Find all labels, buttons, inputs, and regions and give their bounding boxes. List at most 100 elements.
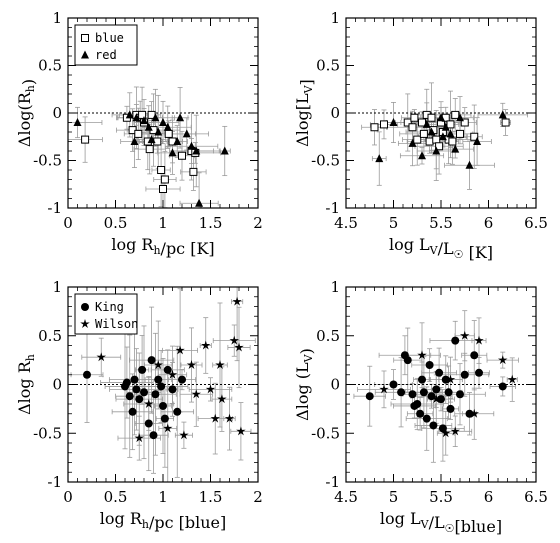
data-point-blue (446, 120, 455, 129)
data-point-king (122, 378, 131, 387)
data-point-king (465, 409, 474, 418)
data-point-blue (153, 137, 162, 146)
series-king (365, 336, 507, 433)
error-bars (70, 287, 256, 482)
y-tick-label: 1 (52, 9, 62, 27)
data-point-blue (81, 135, 90, 144)
data-point-king (408, 390, 417, 399)
y-tick-label: -0.5 (311, 424, 340, 442)
data-point-king (154, 375, 163, 384)
x-axis-label: log Rh/pc [K] (111, 235, 214, 258)
data-point-wilson (167, 369, 178, 379)
data-point-king (138, 365, 147, 374)
y-tick-label: -1 (325, 473, 340, 491)
data-point-blue (380, 120, 388, 129)
data-point-red (432, 146, 441, 155)
data-point-king (83, 370, 91, 379)
x-axis-label: log LV/L☉[blue] (380, 509, 502, 536)
data-point-blue (413, 135, 422, 144)
data-point-king (425, 361, 434, 369)
legend-label-king: King (95, 300, 124, 314)
data-point-blue (470, 132, 479, 141)
panel-4: 4.5 5 5.5 6 6.5 -1 -0.5 0 0.5 1 log LV/L☉[blue] Δlo… (293, 278, 548, 536)
data-point-king (475, 368, 483, 377)
data-point-wilson (232, 296, 242, 306)
data-point-blue (410, 113, 419, 122)
data-point-wilson (175, 345, 185, 355)
data-point-blue (138, 110, 147, 119)
data-point-king (160, 414, 169, 423)
y-tick-label: 0.5 (316, 327, 340, 345)
data-point-king (446, 404, 455, 413)
data-point-wilson (224, 413, 235, 423)
data-point-red (192, 146, 201, 155)
data-point-wilson (474, 335, 484, 345)
data-point-wilson (143, 399, 154, 409)
y-tick-label: -1 (325, 199, 340, 217)
legend-marker-blue (81, 34, 89, 42)
data-point-red (187, 141, 196, 150)
data-point-red (151, 113, 160, 122)
y-tick-label: -0.5 (33, 424, 62, 442)
data-point-red (473, 137, 482, 145)
data-point-wilson (236, 426, 246, 436)
legend-label-blue: blue (95, 31, 124, 45)
data-point-wilson (469, 408, 480, 418)
y-tick-label: -0.5 (33, 152, 62, 170)
data-point-red (130, 137, 139, 145)
data-point-king (419, 388, 428, 397)
data-point-blue (501, 118, 510, 127)
data-point-wilson (200, 340, 211, 350)
x-tick-label: 6 (484, 214, 494, 232)
data-point-red (422, 119, 431, 128)
data-point-red (465, 160, 474, 169)
data-point-king (444, 388, 453, 397)
y-tick-label: 1 (330, 9, 340, 27)
x-tick-label: 5 (389, 488, 399, 506)
data-point-red (163, 122, 172, 131)
data-point-king (403, 356, 412, 365)
x-tick-label: 1.5 (199, 488, 223, 506)
data-point-red (144, 122, 153, 131)
data-point-wilson (450, 426, 461, 436)
data-point-blue (189, 167, 198, 176)
y-tick-label: 1 (330, 278, 340, 296)
data-point-blue (408, 123, 417, 132)
y-tick-label: -0.5 (311, 152, 340, 170)
data-point-wilson (445, 374, 456, 384)
x-tick-label: 6 (484, 488, 494, 506)
data-point-blue (432, 135, 441, 144)
data-point-red (498, 110, 507, 119)
data-point-wilson (186, 360, 197, 370)
panel-1: 0 0.5 1 1.5 2 -1 -0.5 0 0.5 1 log Rh/pc [K] Δlog(Rh… (15, 9, 263, 258)
data-point-king (418, 375, 426, 384)
data-point-red (159, 118, 167, 126)
data-point-wilson (417, 350, 427, 360)
x-tick-label: 5.5 (429, 214, 453, 232)
data-point-king (151, 390, 160, 399)
data-point-king (432, 385, 441, 394)
data-point-king (157, 382, 166, 391)
data-point-king (429, 421, 438, 430)
data-point-wilson (431, 394, 442, 404)
data-point-king (149, 431, 158, 440)
data-point-king (365, 392, 374, 401)
series-red (375, 110, 507, 169)
data-point-king (416, 409, 425, 418)
data-point-red (456, 113, 464, 122)
y-tick-label: 0 (330, 104, 340, 122)
x-tick-label: 0.5 (104, 214, 128, 232)
data-point-king (125, 392, 134, 401)
data-point-wilson (459, 330, 470, 340)
data-point-king (168, 385, 177, 394)
x-axis-label: log Rh/pc [blue] (100, 509, 227, 532)
data-point-blue (370, 123, 379, 132)
data-point-king (397, 388, 406, 397)
data-point-wilson (96, 352, 107, 362)
data-point-king (178, 375, 186, 384)
data-point-blue (164, 129, 173, 138)
data-point-king (413, 400, 422, 408)
data-point-red (438, 132, 447, 141)
x-tick-label: 2 (253, 488, 263, 506)
